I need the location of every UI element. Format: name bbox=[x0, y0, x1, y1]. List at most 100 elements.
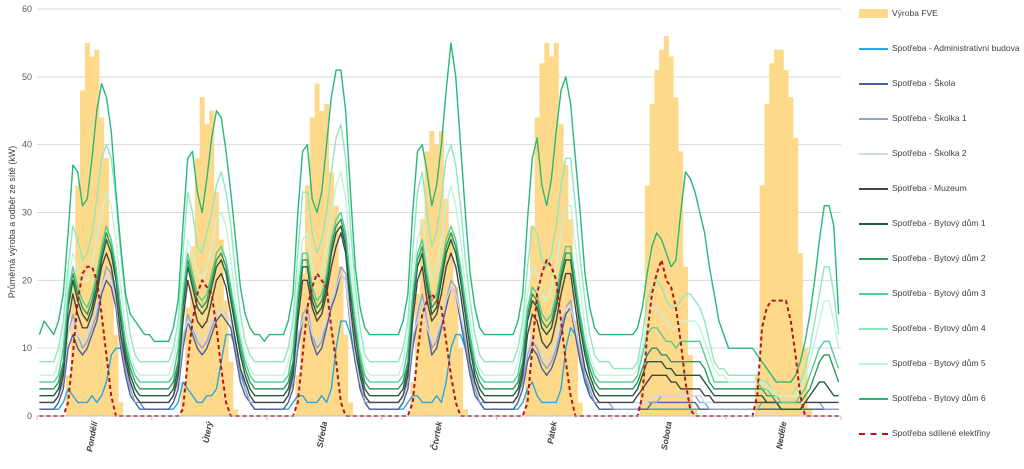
fve-bar bbox=[453, 287, 459, 416]
fve-bar bbox=[529, 226, 535, 416]
axes: 0 10 20 30 40 50 60 Pondělí Úterý Středa Čtvrtek Pá… bbox=[22, 4, 842, 453]
fve-bar bbox=[788, 97, 794, 416]
fve-bar bbox=[314, 83, 320, 416]
legend-swatch bbox=[859, 398, 888, 400]
fve-bar bbox=[104, 158, 109, 416]
y-tick-label: 40 bbox=[22, 140, 32, 150]
y-tick-label: 10 bbox=[22, 343, 32, 353]
legend-item-skolka2: Spotřeba - Školka 2 bbox=[859, 144, 1024, 179]
fve-bar bbox=[654, 70, 660, 417]
legend-label: Spotřeba - Bytový dům 1 bbox=[892, 218, 986, 228]
series-line-byt5 bbox=[39, 171, 840, 397]
fve-bar bbox=[204, 124, 210, 417]
x-category-label: Úterý bbox=[200, 419, 215, 444]
fve-bar bbox=[324, 103, 330, 416]
x-category-label: Pondělí bbox=[84, 419, 99, 453]
fve-bar bbox=[415, 293, 421, 416]
legend-label: Spotřeba sdílené elektřiny bbox=[892, 428, 991, 438]
fve-bar bbox=[793, 137, 799, 416]
series-line-skola bbox=[39, 272, 839, 410]
legend-swatch bbox=[859, 118, 888, 120]
fve-bar bbox=[328, 171, 334, 416]
fve-bar bbox=[305, 185, 310, 416]
x-category-label: Čtvrtek bbox=[428, 419, 444, 451]
legend-swatch bbox=[859, 258, 888, 260]
y-tick-label: 60 bbox=[22, 4, 32, 14]
legend-item-byt2: Spotřeba - Bytový dům 2 bbox=[859, 249, 1024, 284]
series-line-byt3 bbox=[39, 211, 840, 404]
fve-bar bbox=[429, 131, 435, 416]
legend-swatch bbox=[859, 293, 888, 295]
legend-label: Spotřeba - Bytový dům 5 bbox=[892, 358, 986, 368]
fve-bar bbox=[573, 321, 578, 416]
fve-bar bbox=[223, 300, 229, 416]
fve-bar bbox=[807, 409, 813, 416]
legend-label: Spotřeba - Muzeum bbox=[892, 183, 967, 193]
fve-bar bbox=[94, 49, 100, 416]
legend-item-byt4: Spotřeba - Bytový dům 4 bbox=[859, 319, 1024, 354]
fve-bar bbox=[802, 348, 808, 416]
legend-label: Spotřeba - Bytový dům 2 bbox=[892, 253, 986, 263]
fve-bar bbox=[199, 97, 205, 416]
fve-bar bbox=[343, 334, 349, 416]
fve-bar bbox=[778, 49, 784, 416]
fve-bar bbox=[668, 56, 674, 416]
legend-item-admin: Spotřeba - Administrativní budova bbox=[859, 39, 1024, 74]
y-axis-label: Průměrná výroba a odběr ze sítě (kW) bbox=[7, 146, 17, 299]
fve-bar bbox=[348, 402, 354, 416]
legend-swatch bbox=[859, 83, 888, 85]
legend-item-fve: Výroba FVE bbox=[859, 4, 1024, 39]
legend-swatch bbox=[859, 223, 888, 225]
fve-bar bbox=[568, 219, 574, 416]
fve-bar bbox=[338, 266, 344, 416]
legend-label: Výroba FVE bbox=[892, 8, 938, 18]
fve-bar bbox=[797, 253, 803, 416]
legend-swatch bbox=[859, 9, 888, 18]
chart-svg: Průměrná výroba a odběr ze sítě (kW) 0 10… bbox=[7, 4, 842, 453]
fve-bar bbox=[233, 409, 239, 416]
legend-swatch bbox=[859, 433, 888, 435]
series-line-muzeum bbox=[39, 232, 839, 410]
legend-label: Spotřeba - Bytový dům 3 bbox=[892, 288, 986, 298]
y-tick-label: 30 bbox=[22, 208, 32, 218]
fve-bar bbox=[108, 246, 114, 416]
legend-swatch bbox=[859, 363, 888, 365]
x-category-label: Sobota bbox=[659, 420, 674, 450]
fve-bar bbox=[649, 103, 655, 416]
fve-bar bbox=[190, 246, 196, 416]
legend-label: Spotřeba - Školka 1 bbox=[892, 113, 967, 123]
fve-bar bbox=[663, 36, 669, 417]
fve-bar bbox=[769, 63, 775, 417]
fve-bar bbox=[534, 117, 540, 417]
fve-bar bbox=[228, 361, 234, 416]
fve-bar bbox=[218, 239, 224, 416]
x-category-label: Neděle bbox=[774, 420, 789, 449]
fve-bar bbox=[549, 56, 555, 416]
legend-swatch bbox=[859, 153, 888, 155]
y-tick-label: 0 bbox=[27, 411, 32, 421]
fve-bar bbox=[774, 49, 779, 416]
series-line-byt4 bbox=[39, 123, 840, 397]
fve-bar bbox=[692, 409, 698, 416]
legend-item-byt5: Spotřeba - Bytový dům 5 bbox=[859, 354, 1024, 389]
legend-swatch bbox=[859, 188, 888, 190]
fve-bar bbox=[319, 110, 325, 416]
legend-swatch bbox=[859, 328, 888, 330]
fve-bar bbox=[118, 402, 124, 416]
y-tick-label: 20 bbox=[22, 275, 32, 285]
x-category-label: Středa bbox=[315, 420, 329, 448]
legend: Výroba FVE Spotřeba - Administrativní bud… bbox=[859, 4, 1024, 459]
series-line-byt6 bbox=[38, 42, 840, 383]
series-line-byt2 bbox=[39, 218, 840, 404]
fve-bar bbox=[209, 110, 215, 416]
legend-swatch bbox=[859, 48, 888, 50]
legend-item-skolka1: Spotřeba - Školka 1 bbox=[859, 109, 1024, 144]
series-line-byt1 bbox=[39, 225, 839, 410]
fve-bar bbox=[89, 56, 95, 416]
fve-bar bbox=[194, 158, 200, 416]
fve-bar bbox=[577, 402, 583, 416]
fve-bar bbox=[759, 185, 765, 416]
x-category-label: Pátek bbox=[545, 419, 559, 444]
fve-bar bbox=[678, 151, 684, 416]
fve-bar bbox=[333, 205, 339, 416]
